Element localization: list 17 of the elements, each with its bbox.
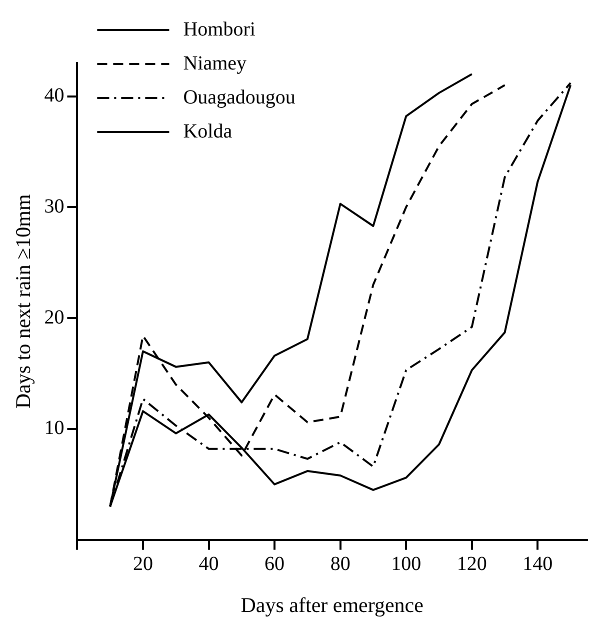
y-axis-title: Days to next rain ≥10mm <box>11 194 36 409</box>
legend-label: Hombori <box>183 18 256 40</box>
y-tick-label: 30 <box>44 195 64 218</box>
x-tick-label: 80 <box>330 553 350 576</box>
legend-label: Kolda <box>183 120 232 142</box>
x-tick-label: 60 <box>264 553 285 576</box>
x-axis-title: Days after emergence <box>240 592 424 617</box>
x-tick-label: 120 <box>456 553 487 576</box>
x-tick-label: 100 <box>391 553 422 576</box>
y-tick-label: 20 <box>44 306 64 328</box>
legend-label: Ouagadougou <box>183 86 296 108</box>
y-tick-label: 40 <box>44 84 64 107</box>
y-tick-label: 10 <box>44 417 64 440</box>
x-tick-label: 140 <box>522 553 553 576</box>
legend-label: Niamey <box>183 52 247 74</box>
x-tick-label: 40 <box>198 553 219 576</box>
x-tick-label: 20 <box>132 553 153 576</box>
